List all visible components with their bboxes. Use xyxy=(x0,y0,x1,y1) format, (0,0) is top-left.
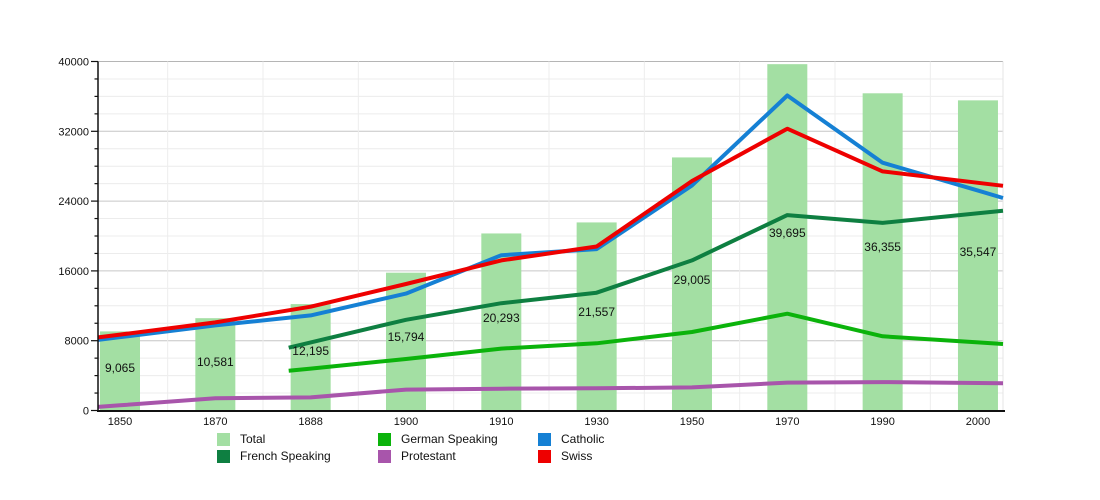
x-axis-label: 1930 xyxy=(584,416,608,428)
legend-swatch-icon xyxy=(217,450,230,463)
total-bar xyxy=(576,222,617,411)
legend-swatch-icon xyxy=(538,450,551,463)
legend-item-catholic: Catholic xyxy=(538,431,604,448)
total-bar xyxy=(195,318,236,411)
legend-swatch-icon xyxy=(217,433,230,446)
legend-item-swiss: Swiss xyxy=(538,448,604,465)
line-french-speaking xyxy=(288,208,1004,350)
y-axis-label: 40000 xyxy=(58,57,89,69)
y-axis-label: 0 xyxy=(83,406,89,418)
legend-label: French Speaking xyxy=(240,449,331,463)
line-protestant xyxy=(97,380,1004,409)
bar-value-label: 36,355 xyxy=(864,240,901,254)
x-axis-label: 1990 xyxy=(870,416,894,428)
line-german-speaking xyxy=(288,311,1004,373)
bar-value-label: 35,547 xyxy=(960,245,997,259)
legend-item-german-speaking: German Speaking xyxy=(378,431,538,448)
legend-item-total: Total xyxy=(217,431,378,448)
bar-value-label: 20,293 xyxy=(483,311,520,325)
legend-label: Total xyxy=(240,432,266,446)
y-axis-label: 8000 xyxy=(65,336,89,348)
x-axis-label: 1970 xyxy=(775,416,799,428)
x-axis-label: 1888 xyxy=(298,416,322,428)
legend-swatch-icon xyxy=(538,433,551,446)
bar-value-label: 10,581 xyxy=(197,355,234,369)
legend-label: Protestant xyxy=(401,449,456,463)
x-axis-label: 2000 xyxy=(966,416,990,428)
bar-value-label: 15,794 xyxy=(388,330,425,344)
bar-value-label: 39,695 xyxy=(769,226,806,240)
bar-value-label: 21,557 xyxy=(578,305,615,319)
total-bar xyxy=(290,304,331,411)
legend-label: Catholic xyxy=(561,432,605,446)
total-bar xyxy=(100,331,140,411)
chart-legend: Total French Speaking German Speaking Prote… xyxy=(217,431,604,465)
total-bar xyxy=(862,93,903,411)
line-swiss xyxy=(97,126,1004,340)
x-axis-label: 1850 xyxy=(108,416,132,428)
legend-swatch-icon xyxy=(378,450,391,463)
x-axis-label: 1910 xyxy=(489,416,513,428)
bar-value-label: 9,065 xyxy=(105,361,135,375)
y-axis-label: 24000 xyxy=(58,196,89,208)
legend-label: Swiss xyxy=(561,449,593,463)
x-axis-label: 1950 xyxy=(680,416,704,428)
bar-value-label: 29,005 xyxy=(674,273,711,287)
total-bar xyxy=(767,64,808,411)
total-bar xyxy=(957,100,998,411)
legend-swatch-icon xyxy=(378,433,391,446)
x-axis-label: 1870 xyxy=(203,416,227,428)
y-axis-label: 16000 xyxy=(58,266,89,278)
legend-item-protestant: Protestant xyxy=(378,448,538,465)
total-bar xyxy=(671,157,712,411)
legend-label: German Speaking xyxy=(401,432,498,446)
bar-value-label: 12,195 xyxy=(292,344,329,358)
legend-item-french-speaking: French Speaking xyxy=(217,448,378,465)
y-axis-label: 32000 xyxy=(58,126,89,138)
x-axis-label: 1900 xyxy=(394,416,418,428)
